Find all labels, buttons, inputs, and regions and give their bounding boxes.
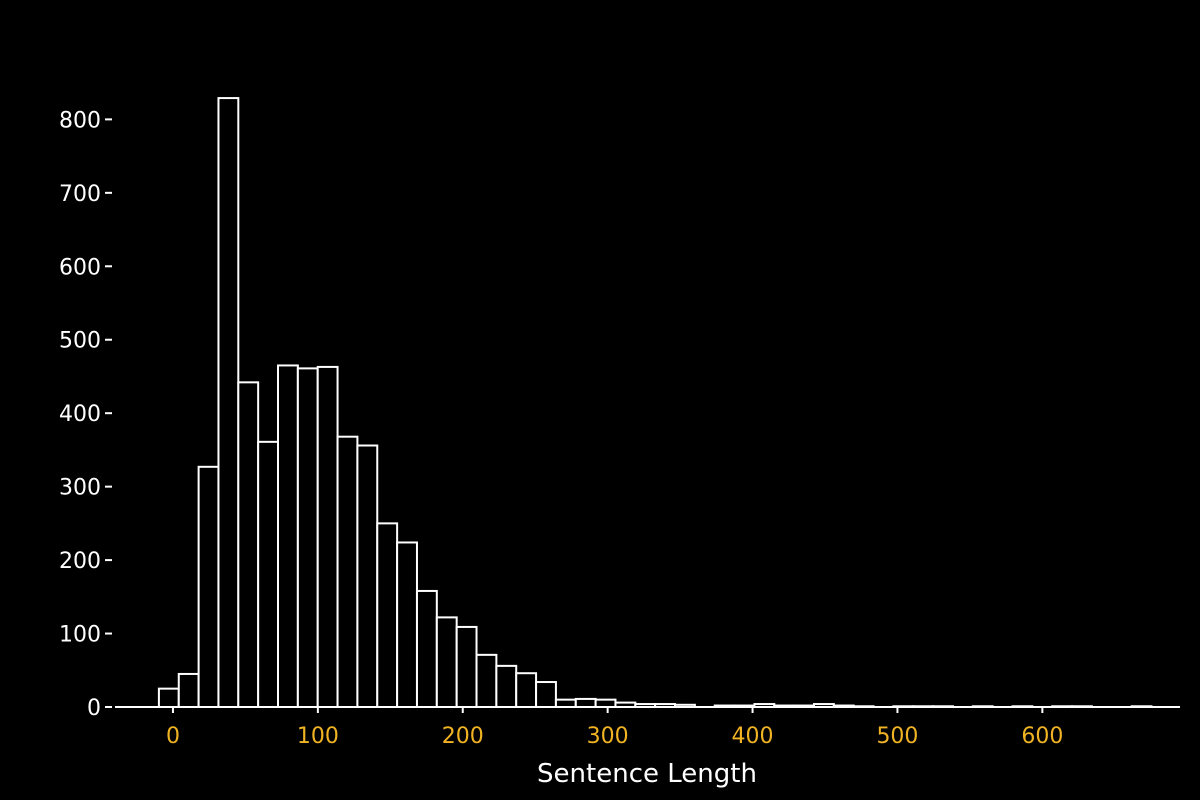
histogram-bar xyxy=(316,365,339,708)
y-tick-label: 700 xyxy=(59,182,101,207)
y-tick-label: 200 xyxy=(59,549,101,574)
y-tick-label: 600 xyxy=(59,255,101,280)
histogram-bar xyxy=(197,465,220,708)
histogram-bar xyxy=(455,625,478,708)
histogram-bar xyxy=(336,435,359,708)
histogram-bar xyxy=(257,440,280,708)
histogram-bar xyxy=(574,697,597,708)
histogram-bar xyxy=(237,381,260,708)
x-tick-label: 0 xyxy=(166,724,180,749)
y-tick-label: 500 xyxy=(59,329,101,354)
histogram-bar xyxy=(396,541,418,708)
x-tick-label: 300 xyxy=(587,724,629,749)
y-tick-label: 400 xyxy=(59,402,101,427)
x-tick-label: 400 xyxy=(732,724,774,749)
x-axis-ticks: 0 100 200 300 400 500 600 xyxy=(166,707,1063,749)
histogram-bars xyxy=(157,97,1153,709)
histogram-bar xyxy=(157,687,180,709)
histogram-bar xyxy=(376,522,399,708)
histogram-bar xyxy=(217,97,240,708)
y-tick-label: 100 xyxy=(59,623,101,648)
histogram-bar xyxy=(356,444,379,708)
x-axis-title: Sentence Length xyxy=(537,759,757,789)
x-tick-label: 500 xyxy=(876,724,918,749)
histogram-bar xyxy=(177,672,200,709)
x-tick-label: 100 xyxy=(297,724,339,749)
x-tick-label: 600 xyxy=(1021,724,1063,749)
y-tick-label: 300 xyxy=(59,476,101,501)
histogram-bar xyxy=(435,616,458,709)
x-tick-label: 200 xyxy=(442,724,484,749)
y-axis-ticks: 0 100 200 300 400 500 600 700 800 xyxy=(59,108,112,721)
y-tick-label: 0 xyxy=(87,696,101,721)
histogram-bar xyxy=(415,589,438,709)
histogram-bar xyxy=(296,367,319,708)
histogram-bar xyxy=(495,664,518,708)
histogram-bar xyxy=(554,698,577,709)
histogram-bar xyxy=(515,672,538,709)
histogram-bar xyxy=(594,698,617,709)
histogram-bar xyxy=(475,653,498,708)
y-tick-label: 800 xyxy=(59,108,101,133)
histogram-bar xyxy=(535,681,557,709)
histogram-bar xyxy=(277,364,299,708)
